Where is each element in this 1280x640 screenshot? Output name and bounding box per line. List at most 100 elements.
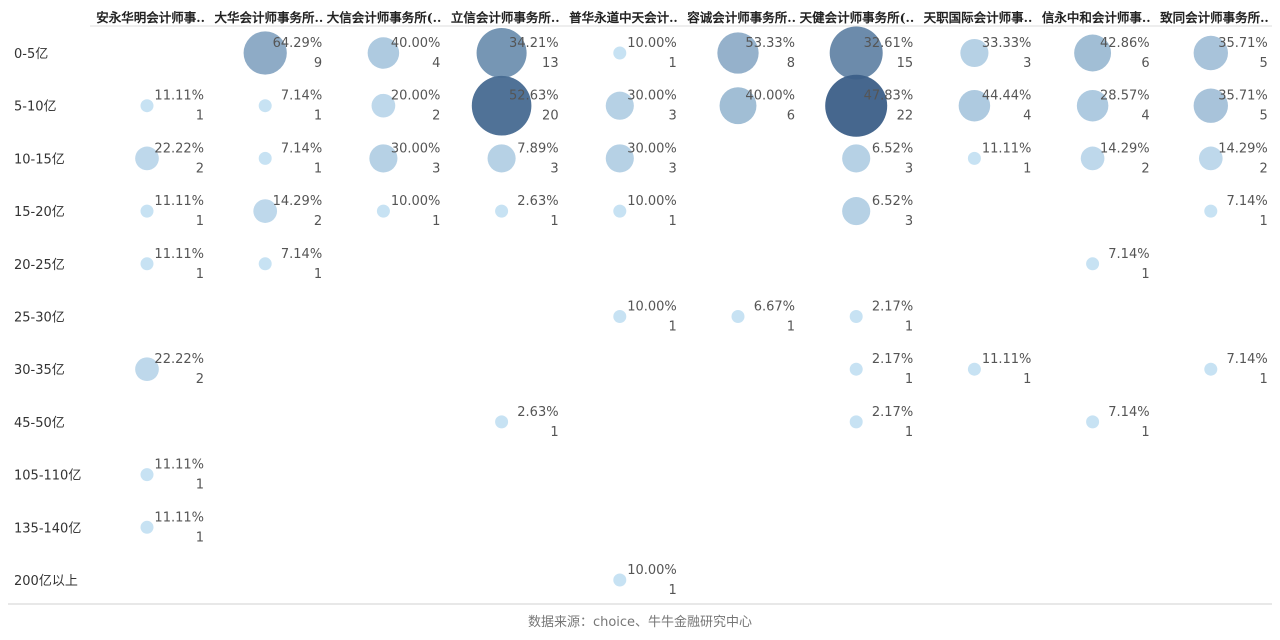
bubble: [613, 46, 627, 60]
count-label: 1: [196, 530, 204, 545]
bubble: [1204, 362, 1218, 376]
bubble: [849, 362, 863, 376]
percent-label: 10.00%: [627, 563, 677, 578]
percent-label: 7.14%: [1226, 194, 1267, 209]
count-label: 1: [1023, 372, 1031, 387]
percent-label: 2.63%: [517, 194, 558, 209]
row-label: 0-5亿: [14, 47, 48, 62]
percent-label: 2.17%: [872, 405, 913, 420]
count-label: 13: [542, 56, 559, 71]
column-label: 立信会计师事务所..: [451, 10, 560, 25]
count-label: 22: [897, 109, 914, 124]
bubble: [487, 144, 516, 173]
count-label: 5: [1260, 109, 1268, 124]
percent-label: 14.29%: [273, 194, 323, 209]
bubble: [1086, 415, 1100, 429]
count-label: 4: [1141, 109, 1149, 124]
count-label: 1: [669, 583, 677, 598]
percent-label: 64.29%: [273, 36, 323, 51]
percent-label: 22.22%: [154, 141, 204, 156]
bubble: [1204, 204, 1218, 218]
count-label: 1: [314, 109, 322, 124]
percent-label: 11.11%: [154, 247, 204, 262]
bubble: [367, 37, 400, 69]
percent-label: 35.71%: [1218, 89, 1268, 104]
row-label: 5-10亿: [14, 100, 57, 115]
count-label: 1: [905, 425, 913, 440]
bubbles: [135, 26, 1228, 587]
count-label: 2: [432, 109, 440, 124]
percent-label: 40.00%: [391, 36, 441, 51]
percent-label: 40.00%: [745, 89, 795, 104]
count-label: 1: [1023, 161, 1031, 176]
percent-label: 11.11%: [982, 141, 1032, 156]
percent-label: 7.14%: [1108, 405, 1149, 420]
bubble: [371, 93, 396, 118]
percent-label: 22.22%: [154, 352, 204, 367]
bubble: [842, 197, 871, 226]
bubble: [140, 520, 154, 534]
count-label: 3: [905, 214, 913, 229]
bubble: [1074, 34, 1112, 72]
column-label: 天健会计师事务所(..: [800, 10, 915, 25]
count-label: 3: [550, 161, 558, 176]
count-label: 1: [1260, 372, 1268, 387]
row-label: 105-110亿: [14, 469, 81, 484]
percent-label: 28.57%: [1100, 89, 1150, 104]
count-label: 1: [905, 320, 913, 335]
data-source: 数据来源：choice、牛牛金融研究中心: [528, 614, 752, 630]
column-label: 容诚会计师事务所..: [686, 10, 796, 25]
bubble: [476, 27, 527, 79]
percent-label: 7.14%: [281, 89, 322, 104]
percent-label: 14.29%: [1100, 141, 1150, 156]
percent-label: 11.11%: [154, 89, 204, 104]
bubble: [376, 204, 390, 218]
count-label: 3: [1023, 56, 1031, 71]
count-label: 1: [1141, 267, 1149, 282]
percent-label: 30.00%: [627, 141, 677, 156]
percent-label: 7.14%: [281, 141, 322, 156]
percent-label: 44.44%: [982, 89, 1032, 104]
percent-label: 11.11%: [154, 194, 204, 209]
bubble: [605, 91, 634, 120]
percent-label: 42.86%: [1100, 36, 1150, 51]
bubble: [967, 151, 981, 165]
bubble: [731, 310, 745, 323]
bubble: [471, 75, 532, 136]
count-label: 8: [787, 56, 795, 71]
count-label: 2: [1260, 161, 1268, 176]
percent-label: 11.11%: [154, 510, 204, 525]
count-label: 9: [314, 56, 322, 71]
bubble: [369, 144, 398, 173]
bubble: [1086, 257, 1100, 271]
bubble: [258, 99, 272, 113]
count-label: 2: [196, 372, 204, 387]
bubble: [960, 38, 989, 68]
count-label: 1: [196, 267, 204, 282]
row-labels: 0-5亿 5-10亿 10-15亿 15-20亿 20-25亿 25-30亿 30-35亿 4…: [14, 47, 81, 589]
bubble: [135, 357, 159, 382]
bubble: [613, 204, 627, 218]
row-label: 25-30亿: [14, 311, 65, 326]
bubble: [717, 32, 759, 74]
column-label: 普华永道中天会计..: [569, 10, 678, 25]
count-label: 1: [314, 161, 322, 176]
percent-label: 6.52%: [872, 194, 913, 209]
bubble: [258, 257, 272, 271]
bubble: [1080, 146, 1105, 171]
bubble: [140, 468, 154, 482]
count-label: 4: [432, 56, 440, 71]
percent-label: 30.00%: [391, 141, 441, 156]
percent-label: 2.63%: [517, 405, 558, 420]
column-label: 大信会计师事务所(..: [327, 10, 442, 25]
count-label: 1: [1141, 425, 1149, 440]
count-label: 6: [1141, 56, 1149, 71]
count-label: 1: [196, 214, 204, 229]
bubble: [140, 99, 154, 113]
bubble: [842, 144, 871, 173]
column-label: 安永华明会计师事..: [96, 10, 205, 25]
count-label: 2: [314, 214, 322, 229]
bubble: [849, 415, 863, 429]
bubble: [495, 204, 509, 218]
